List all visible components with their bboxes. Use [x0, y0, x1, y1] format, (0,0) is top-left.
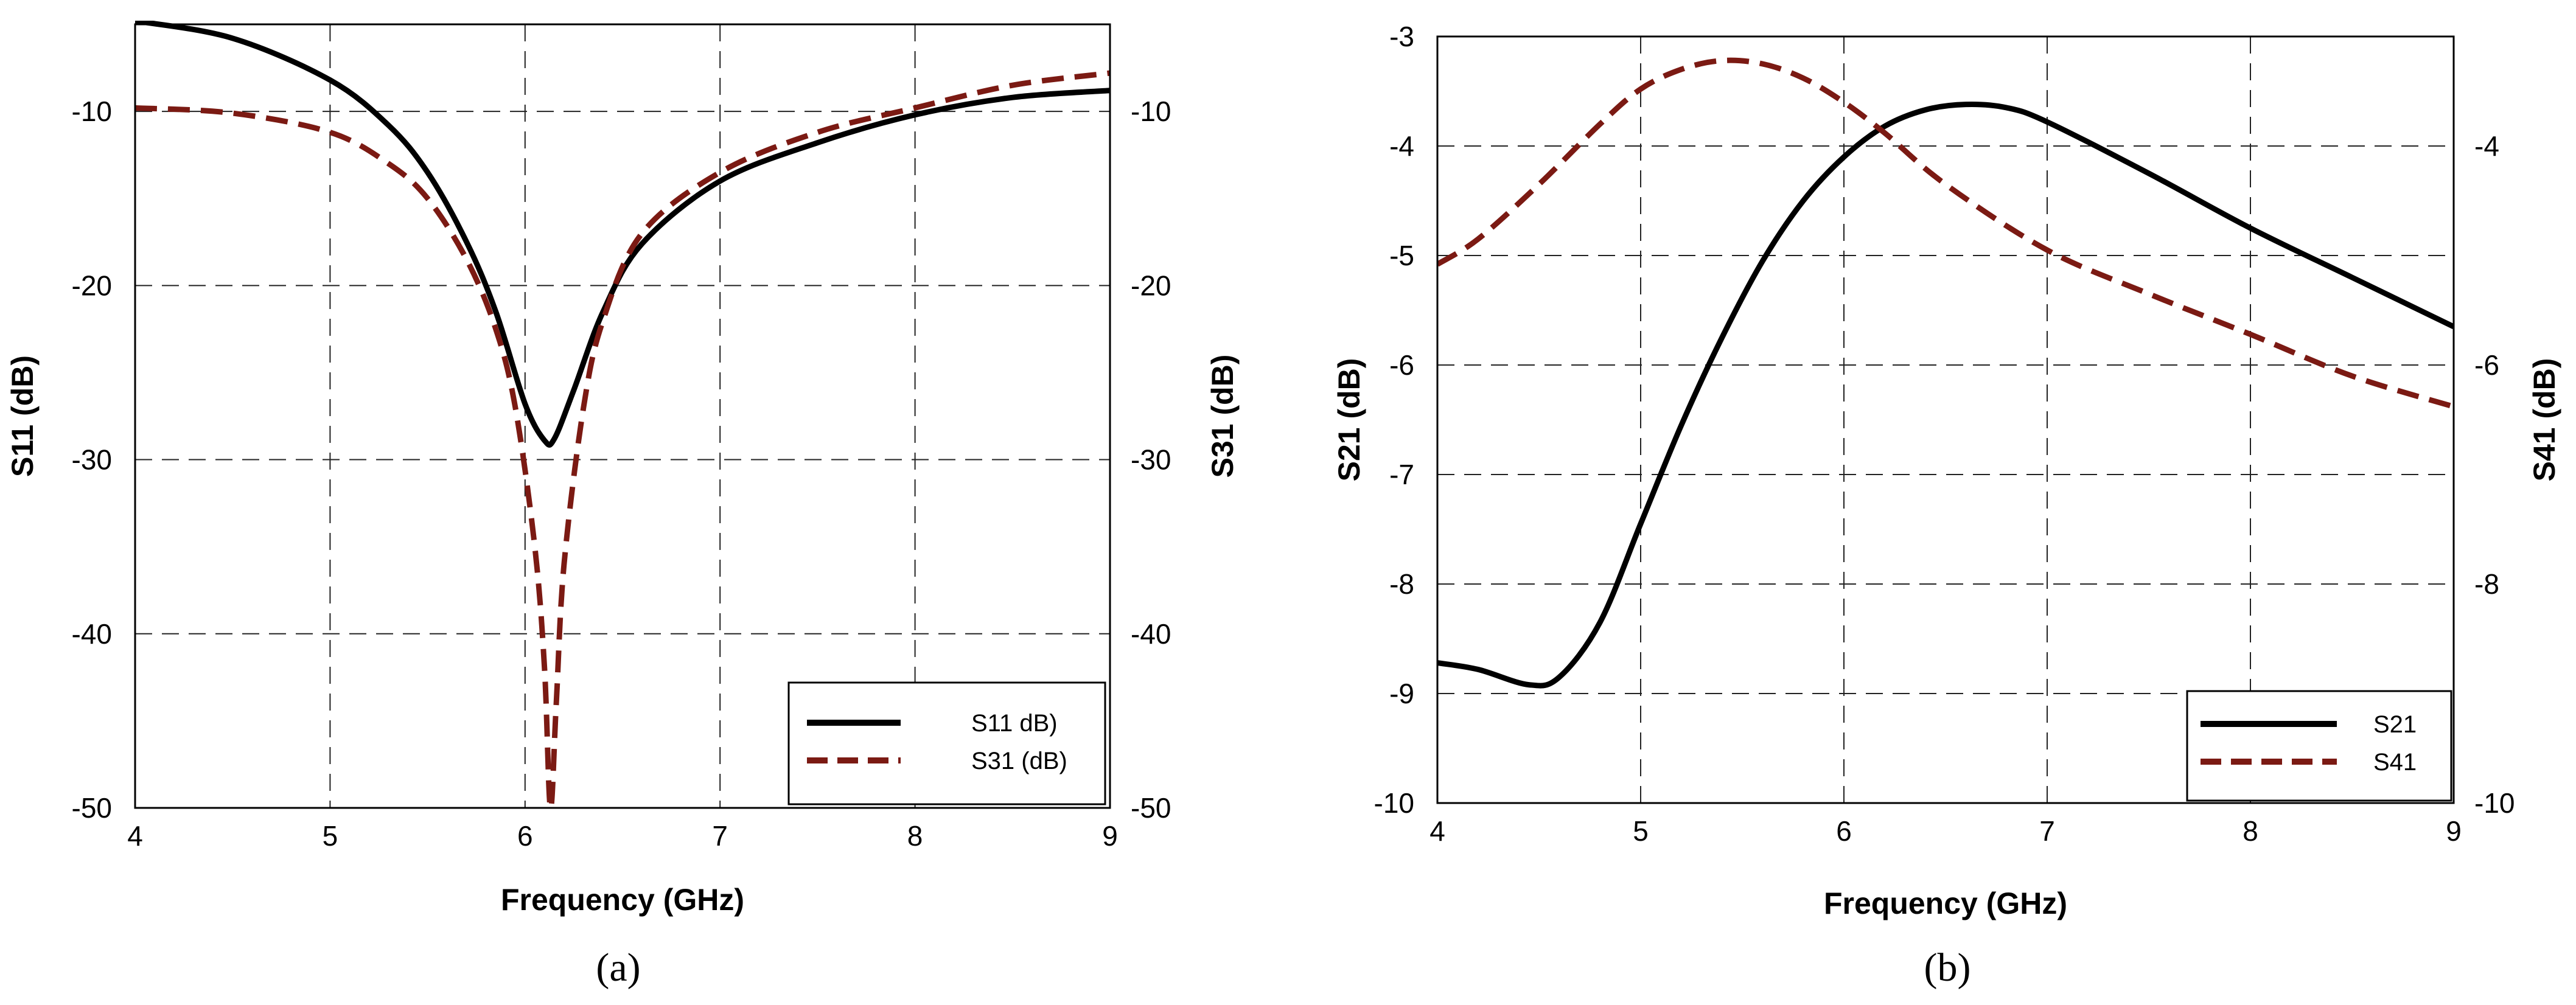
y-tick-label-left: -7	[1389, 459, 1414, 490]
legend-a: S11 dB) S31 (dB)	[787, 681, 1106, 805]
x-tick-label: 9	[1102, 820, 1118, 852]
y-tick-label-left: -6	[1389, 349, 1414, 381]
x-axis-title-b: Frequency (GHz)	[1824, 886, 2067, 920]
y-axis-title-right-a: S31 (dB)	[1206, 355, 1240, 478]
series-line-s41	[1437, 57, 2454, 409]
y-tick-labels-right-a: -50 -40 -30 -20 -10	[1131, 96, 1171, 824]
y-tick-label-left: -9	[1389, 678, 1414, 709]
y-tick-label-right: -4	[2474, 130, 2499, 162]
y-axis-title-right-b: S41 (dB)	[2527, 358, 2561, 482]
y-tick-label-left: -20	[72, 270, 112, 301]
y-axis-title-left-b: S21 (dB)	[1332, 358, 1366, 482]
x-tick-label: 6	[517, 820, 533, 852]
chart-panel-b: 4 5 6 7 8 9 -10 -9 -8 -7 -6 -5 -4 -3 -10 -8 -6 -4 Frequ…	[1332, 21, 2561, 990]
x-tick-label: 9	[2446, 815, 2462, 847]
y-tick-label-left: -30	[72, 444, 112, 476]
legend-label-s11: S11 dB)	[971, 710, 1058, 737]
y-tick-label-left: -5	[1389, 240, 1414, 271]
x-tick-label: 6	[1836, 815, 1852, 847]
plot-frame-b	[1436, 35, 2455, 804]
series-line-s21	[1437, 101, 2454, 689]
y-tick-label-right: -40	[1131, 618, 1171, 650]
x-tick-label: 8	[907, 820, 923, 852]
gridlines-b	[1437, 37, 2454, 803]
x-tick-label: 5	[1633, 815, 1649, 847]
y-tick-label-right: -10	[2474, 787, 2515, 819]
y-tick-label-left: -50	[72, 792, 112, 824]
y-tick-label-right: -10	[1131, 96, 1171, 127]
legend-box-b	[2186, 690, 2452, 802]
y-tick-label-left: -10	[1374, 787, 1414, 819]
plot-frame-a	[134, 23, 1111, 809]
y-tick-label-left: -8	[1389, 568, 1414, 600]
x-tick-labels-a: 4 5 6 7 8 9	[127, 820, 1118, 852]
x-axis-title-a: Frequency (GHz)	[501, 883, 744, 917]
y-tick-label-left: -4	[1389, 130, 1414, 162]
y-tick-label-left: -40	[72, 618, 112, 650]
x-tick-labels-b: 4 5 6 7 8 9	[1429, 815, 2462, 847]
y-tick-labels-left-b: -10 -9 -8 -7 -6 -5 -4 -3	[1374, 21, 1414, 819]
legend-label-s31: S31 (dB)	[971, 748, 1067, 774]
x-tick-label: 4	[1429, 815, 1445, 847]
y-tick-label-left: -3	[1389, 21, 1414, 52]
chart-panel-a: 4 5 6 7 8 9 -50 -40 -30 -20 -10 -50 -40 -30 -20 -10 F…	[5, 21, 1240, 990]
y-tick-label-right: -50	[1131, 792, 1171, 824]
y-tick-label-right: -8	[2474, 568, 2499, 600]
y-tick-label-right: -30	[1131, 444, 1171, 476]
legend-label-s41: S41	[2373, 749, 2417, 776]
x-tick-label: 5	[323, 820, 338, 852]
y-tick-label-left: -10	[72, 96, 112, 127]
legend-box-a	[787, 681, 1106, 805]
y-tick-labels-left-a: -50 -40 -30 -20 -10	[72, 96, 112, 824]
x-tick-label: 7	[712, 820, 728, 852]
y-tick-label-right: -6	[2474, 349, 2499, 381]
y-tick-label-right: -20	[1131, 270, 1171, 301]
y-axis-title-left-a: S11 (dB)	[5, 355, 40, 477]
caption-a: (a)	[596, 945, 640, 990]
series-group-b	[1437, 57, 2454, 689]
x-tick-label: 7	[2039, 815, 2055, 847]
gridlines-a	[135, 24, 1110, 808]
x-tick-label: 8	[2243, 815, 2258, 847]
legend-label-s21: S21	[2373, 711, 2417, 738]
series-group-a	[135, 21, 1110, 811]
y-tick-labels-right-b: -10 -8 -6 -4	[2474, 130, 2515, 819]
series-line-s11-db	[135, 21, 1110, 448]
series-line-s31-db	[135, 70, 1110, 811]
x-tick-label: 4	[127, 820, 143, 852]
legend-b: S21 S41	[2186, 690, 2452, 802]
caption-b: (b)	[1924, 945, 1971, 990]
